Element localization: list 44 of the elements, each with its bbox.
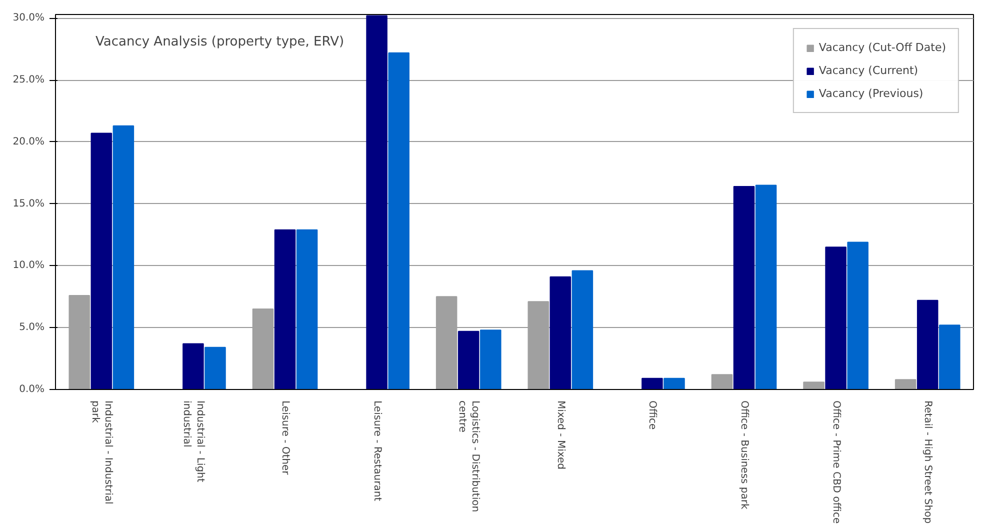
bar [366,15,388,390]
legend-label: Vacancy (Cut-Off Date) [818,41,946,54]
y-tick-label: 15.0% [12,198,45,210]
bar [112,125,134,390]
bar [755,184,777,390]
bar [572,270,594,390]
bar [388,52,410,390]
y-tick-label: 25.0% [12,74,45,86]
bar [642,378,663,390]
y-tick-label: 0.0% [19,384,44,395]
x-tick-label: Leisure - Other [280,400,290,476]
bar [274,229,296,390]
x-tick-label: Industrial - Light industrial [181,400,206,482]
bar [894,379,916,390]
text: Vacancy Analysis (property type, ERV) [96,34,344,50]
bar [847,242,868,390]
bar [182,343,204,390]
bar [733,186,755,390]
bar [480,330,502,390]
bar [204,346,226,390]
bar [296,229,318,390]
x-tick-label: Office [646,400,658,430]
bar [916,300,938,390]
y-tick-label: 5.0% [19,322,44,334]
legend-label: Vacancy (Current) [818,64,918,77]
legend-label: Vacancy (Previous) [818,87,924,100]
bar [825,246,846,390]
bar [458,330,480,390]
y-tick-label: 10.0% [12,260,45,272]
x-tick-label: Office - Prime CBD office [830,400,842,524]
y-tick-label: 20.0% [12,136,45,148]
x-tick-label: Mixed - Mixed [554,400,566,470]
x-tick-label: Office - Business park [738,400,750,510]
x-tick-label: Industrial - Industrial park [89,400,114,504]
x-tick-label: Leisure - Restaurant [371,400,382,502]
bar [938,324,960,390]
y-tick-label: 30.0% [12,12,45,24]
bar [550,276,572,390]
bar [90,132,112,390]
bar [664,378,685,390]
x-tick-label: Retail - High Street Shop [922,400,934,524]
x-tick-label: Logistics - Distribution centre [456,400,481,512]
bar [803,382,824,390]
bar [711,374,733,390]
